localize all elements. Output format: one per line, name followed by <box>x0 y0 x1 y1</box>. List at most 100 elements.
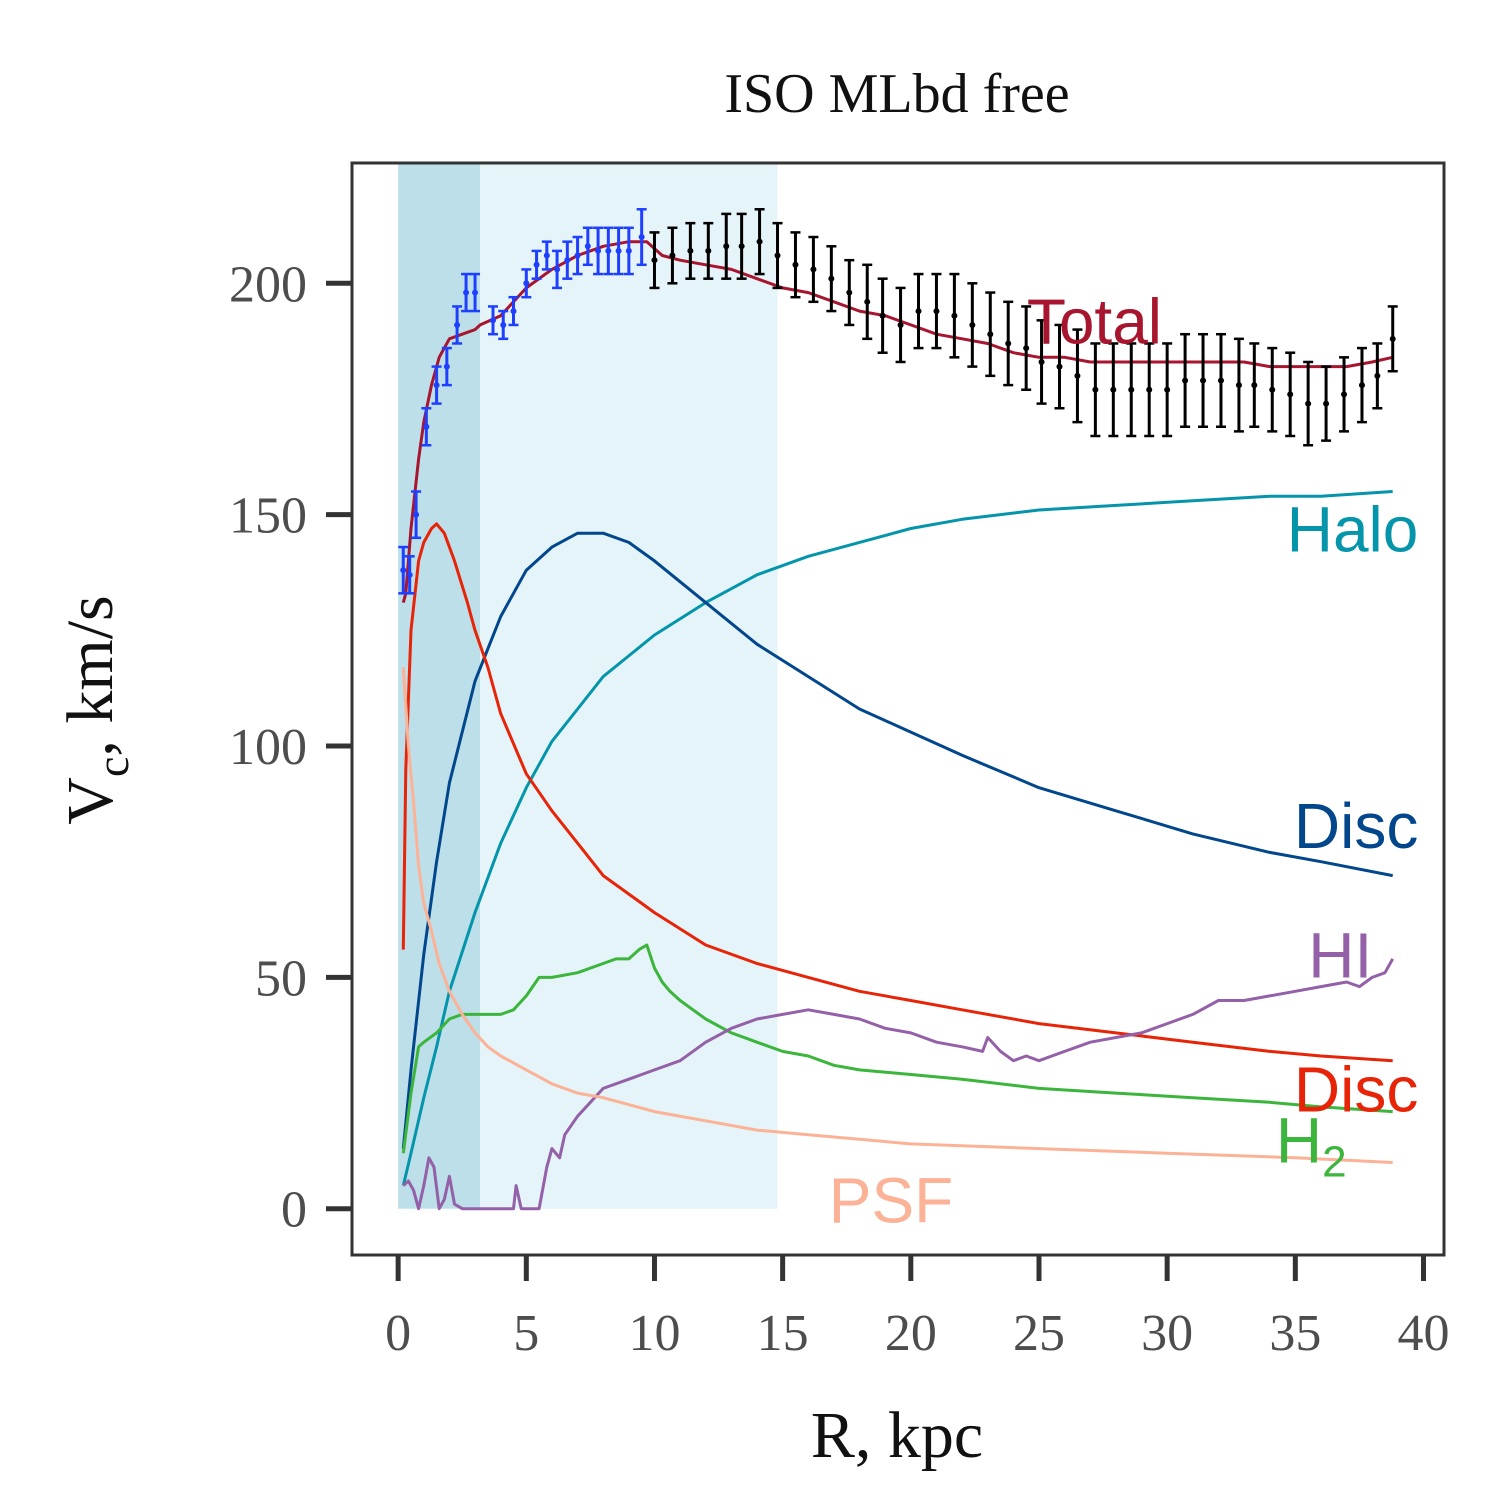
y-tick-label: 100 <box>229 719 307 776</box>
outer-observation-marker <box>864 298 871 305</box>
outer-observation-marker <box>1182 377 1189 384</box>
inner-observation-point <box>603 226 614 276</box>
outer-observation-marker <box>969 321 976 328</box>
outer-observation-point <box>1249 342 1260 428</box>
inner-observation-marker <box>564 257 571 264</box>
y-tick-label: 150 <box>229 488 307 545</box>
outer-observation-point <box>1108 342 1119 438</box>
inner-observation-marker <box>423 423 430 430</box>
inner-observation-marker <box>400 567 407 574</box>
outer-observation-point <box>1321 365 1332 442</box>
curve-label-text: Total <box>1027 285 1162 357</box>
inner-observation-point <box>541 240 552 271</box>
x-tick-label: 30 <box>1141 1305 1193 1362</box>
inner-observation-point <box>411 490 422 540</box>
curve-label-psf: PSF <box>829 1165 953 1237</box>
y-tick-label: 200 <box>229 256 307 313</box>
outer-observation-point <box>703 221 714 280</box>
curve-label-halo: Halo <box>1287 494 1419 566</box>
outer-observation-marker <box>1358 382 1365 389</box>
outer-observation-point <box>721 212 732 280</box>
x-tick-label: 20 <box>885 1305 937 1362</box>
inner-observation-point <box>613 226 624 276</box>
outer-observation-marker <box>1038 358 1045 365</box>
outer-observation-point <box>1036 319 1047 405</box>
inner-observation-point <box>531 249 542 280</box>
outer-observation-marker <box>723 243 730 250</box>
outer-observation-point <box>790 231 801 299</box>
inner-observation-point <box>404 555 415 595</box>
outer-observation-marker <box>897 321 904 328</box>
x-tick-label: 35 <box>1269 1305 1321 1362</box>
outer-observation-marker <box>1128 386 1135 393</box>
x-tick-label: 10 <box>628 1305 680 1362</box>
outer-observation-marker <box>1146 386 1153 393</box>
outer-observation-marker <box>1269 386 1276 393</box>
outer-observation-point <box>736 212 747 280</box>
inner-observation-point <box>552 249 563 290</box>
plot-frame <box>350 161 1446 1257</box>
x-tick-label: 15 <box>757 1305 809 1362</box>
inner-observation-marker <box>463 289 470 296</box>
outer-observation-marker <box>828 275 835 282</box>
outer-observation-point <box>826 245 837 313</box>
outer-observation-point <box>1372 342 1383 410</box>
outer-observation-marker <box>756 238 763 245</box>
outer-observation-marker <box>687 247 694 254</box>
outer-observation-marker <box>738 243 745 250</box>
inner-observation-point <box>431 365 442 405</box>
outer-observation-point <box>844 258 855 327</box>
y-axis-title-units: , km/s <box>54 595 127 756</box>
outer-observation-marker <box>1235 382 1242 389</box>
inner-observation-point <box>508 295 519 327</box>
observations-layer <box>398 208 1398 595</box>
series-line-halo-2 <box>401 490 1393 1186</box>
outer-observation-marker <box>1251 382 1258 389</box>
inner-observation-marker <box>574 252 581 259</box>
inner-observation-point <box>452 305 463 345</box>
inner-observation-point <box>521 268 532 299</box>
outer-observation-marker <box>846 289 853 296</box>
outer-observation-point <box>877 277 888 354</box>
outer-observation-point <box>754 208 765 276</box>
y-tick-label: 50 <box>255 950 307 1007</box>
curve-label-h: H2 <box>1276 1104 1347 1186</box>
curve-label-disc: Disc <box>1294 1054 1418 1126</box>
x-axis-title: R, kpc <box>811 1399 983 1472</box>
curve-label-subscript: 2 <box>1322 1137 1346 1186</box>
outer-observation-marker <box>1110 386 1117 393</box>
shaded-region-1 <box>398 163 481 1209</box>
outer-observation-point <box>1233 337 1244 433</box>
outer-observation-point <box>931 272 942 350</box>
inner-observation-marker <box>472 289 479 296</box>
outer-observation-marker <box>1323 400 1330 407</box>
inner-observation-point <box>487 305 498 336</box>
outer-observation-point <box>667 226 678 285</box>
outer-observation-marker <box>1005 340 1012 347</box>
outer-observation-point <box>1339 356 1350 433</box>
outer-observation-point <box>913 272 924 350</box>
outer-observation-point <box>1003 300 1014 387</box>
curve-label-text: PSF <box>829 1165 953 1237</box>
outer-observation-marker <box>987 331 994 338</box>
outer-observation-marker <box>1164 386 1171 393</box>
y-axis-title-main: V <box>54 777 127 825</box>
inner-observation-marker <box>500 321 507 328</box>
chart-title: ISO MLbd free <box>724 63 1069 125</box>
inner-observation-marker <box>615 247 622 254</box>
curve-label-text: Disc <box>1294 790 1418 862</box>
axes-layer: 0 5 10 15 20 25 30 35 40 0 50 100 150 200 <box>229 256 1449 1362</box>
y-axis-title: Vc, km/s <box>54 595 138 824</box>
outer-observation-marker <box>1056 363 1063 370</box>
outer-observation-point <box>1126 342 1137 438</box>
y-axis-title-subscript: c <box>87 757 138 777</box>
outer-observation-point <box>1144 342 1155 438</box>
outer-observation-point <box>685 221 696 280</box>
outer-observation-marker <box>705 247 712 254</box>
outer-observation-point <box>1090 342 1101 438</box>
outer-observation-marker <box>810 266 817 273</box>
series-line-hi-6 <box>402 958 1395 1211</box>
outer-observation-marker <box>1023 345 1030 352</box>
inner-observation-point <box>572 235 583 276</box>
outer-observation-point <box>649 231 660 290</box>
